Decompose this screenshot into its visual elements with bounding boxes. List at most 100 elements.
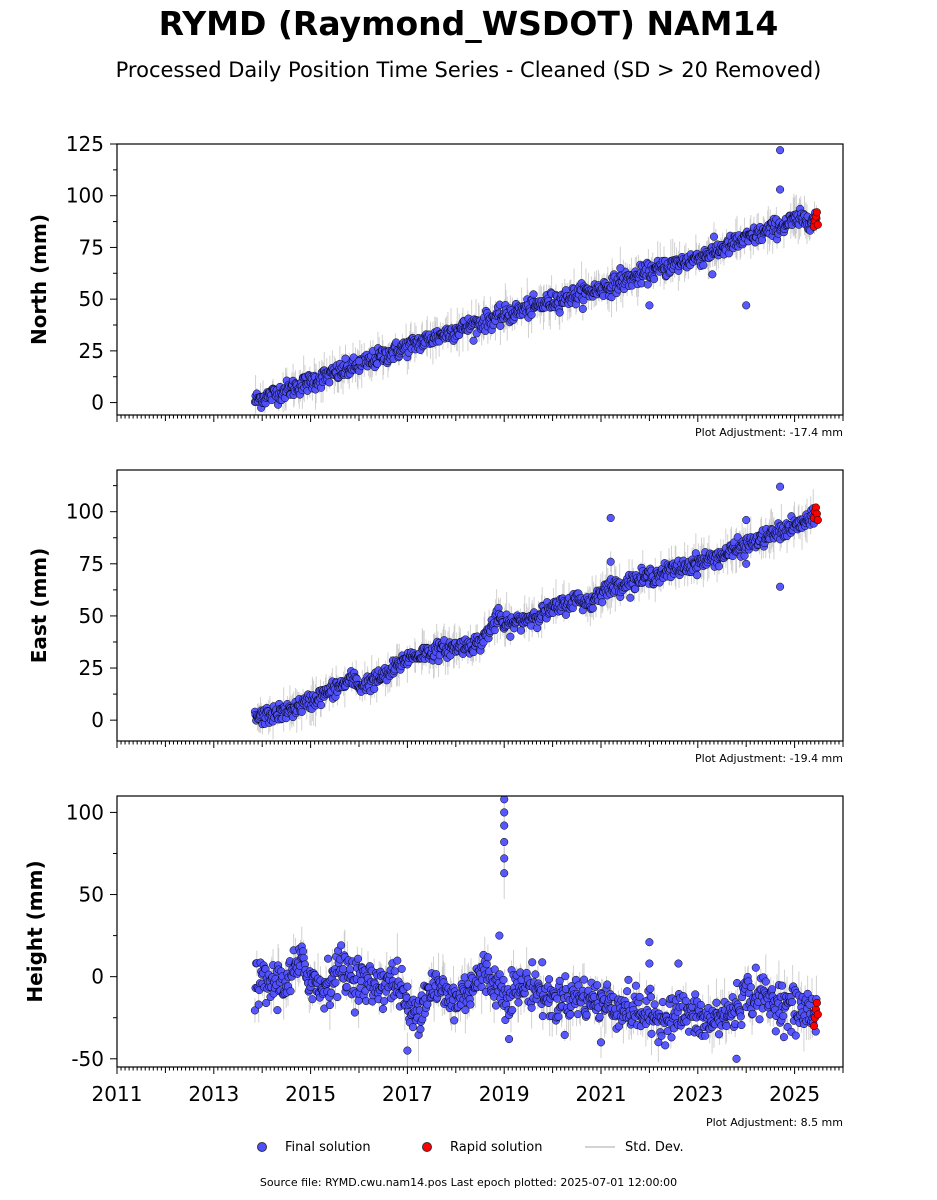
final-point (603, 980, 612, 989)
final-point (250, 1006, 259, 1015)
final-point (616, 264, 625, 273)
final-point (403, 982, 412, 991)
final-point (712, 998, 721, 1007)
final-point (333, 993, 342, 1002)
panel-2: 0 25 50 75 100 East (mm) Plot Adjustment: -19.… (27, 469, 844, 765)
plot-frame (116, 143, 844, 416)
final-point (699, 261, 708, 270)
plot-frame (116, 469, 844, 742)
final-point (574, 981, 583, 990)
final-point (624, 975, 633, 984)
rapid-point (809, 1021, 819, 1030)
rapid-point (813, 220, 822, 229)
plot-adjustment: Plot Adjustment: -17.4 mm (695, 426, 843, 439)
rapid-point (813, 515, 822, 525)
final-point (538, 958, 547, 967)
final-point (338, 965, 348, 974)
rapid-solution-points (809, 503, 822, 525)
x-tick-label: 2025 (769, 1082, 820, 1106)
y-tick-label: 25 (79, 656, 104, 680)
final-point (370, 684, 379, 693)
final-point (573, 1010, 582, 1019)
y-tick-label: -50 (71, 1047, 104, 1071)
final-point (495, 970, 504, 979)
plot-area (250, 146, 822, 415)
x-tick-label: 2015 (285, 1082, 336, 1106)
final-point (650, 1000, 659, 1009)
final-point (742, 301, 751, 310)
final-point (403, 1046, 412, 1055)
final-point (647, 1029, 656, 1038)
final-point (737, 1020, 746, 1030)
y-tick-label: 100 (66, 184, 104, 208)
final-point (649, 275, 659, 284)
final-point (555, 308, 564, 317)
plot-adjustment: Plot Adjustment: 8.5 mm (706, 1116, 843, 1129)
final-point (566, 1010, 575, 1019)
final-point (545, 975, 554, 984)
final-point (667, 1033, 676, 1042)
final-point (776, 146, 785, 155)
final-point (342, 982, 351, 991)
final-point (286, 987, 295, 996)
final-point (393, 956, 402, 965)
final-point (317, 701, 326, 710)
final-point (554, 1012, 563, 1021)
source-footer: Source file: RYMD.cwu.nam14.pos Last epo… (259, 1176, 678, 1189)
final-point (755, 1015, 764, 1024)
final-point (538, 1012, 547, 1021)
final-point (500, 796, 509, 804)
final-point (254, 1000, 263, 1009)
y-tick-label: 50 (79, 287, 104, 311)
final-point (588, 604, 597, 613)
final-point (528, 958, 537, 967)
x-tick-label: 2011 (92, 1082, 143, 1106)
final-point (767, 985, 777, 994)
final-solution-points (250, 482, 821, 729)
final-point (380, 997, 389, 1006)
final-point (631, 981, 640, 990)
final-point (643, 280, 652, 289)
final-point (378, 1004, 388, 1013)
final-point (693, 571, 702, 580)
final-point (353, 954, 363, 963)
y-tick-label: 100 (66, 500, 104, 524)
legend-item-final: Final solution (257, 1137, 371, 1157)
final-point (390, 967, 399, 976)
final-point (696, 1000, 705, 1009)
final-point (779, 1011, 788, 1021)
final-point (646, 984, 655, 993)
final-point (742, 515, 751, 525)
y-axis-label: East (mm) (27, 548, 51, 664)
final-point (354, 357, 364, 366)
final-point (325, 378, 334, 387)
final-point (791, 1031, 800, 1040)
final-point (516, 626, 526, 635)
final-point (490, 626, 499, 635)
rapid-point (812, 998, 821, 1007)
final-point (708, 270, 717, 279)
final-point (327, 988, 336, 997)
final-point (626, 593, 635, 602)
chart-title: RYMD (Raymond_WSDOT) NAM14 (158, 4, 779, 43)
final-point (500, 854, 509, 863)
final-point (504, 1035, 514, 1044)
final-point (262, 998, 271, 1008)
final-point (722, 1022, 731, 1031)
final-solution-points (250, 146, 821, 412)
y-tick-label: 25 (79, 339, 104, 363)
final-point (273, 1006, 282, 1015)
final-point (561, 972, 570, 981)
final-point (661, 1041, 670, 1050)
final-point (345, 965, 354, 974)
final-point (787, 997, 797, 1007)
final-point (325, 1000, 334, 1010)
final-point (500, 869, 509, 878)
final-point (397, 964, 406, 973)
rapid-solution-points (809, 208, 822, 231)
plot-area (250, 796, 822, 1067)
final-point (776, 582, 785, 591)
y-tick-label: 75 (79, 552, 104, 576)
x-tick-label: 2021 (576, 1082, 627, 1106)
